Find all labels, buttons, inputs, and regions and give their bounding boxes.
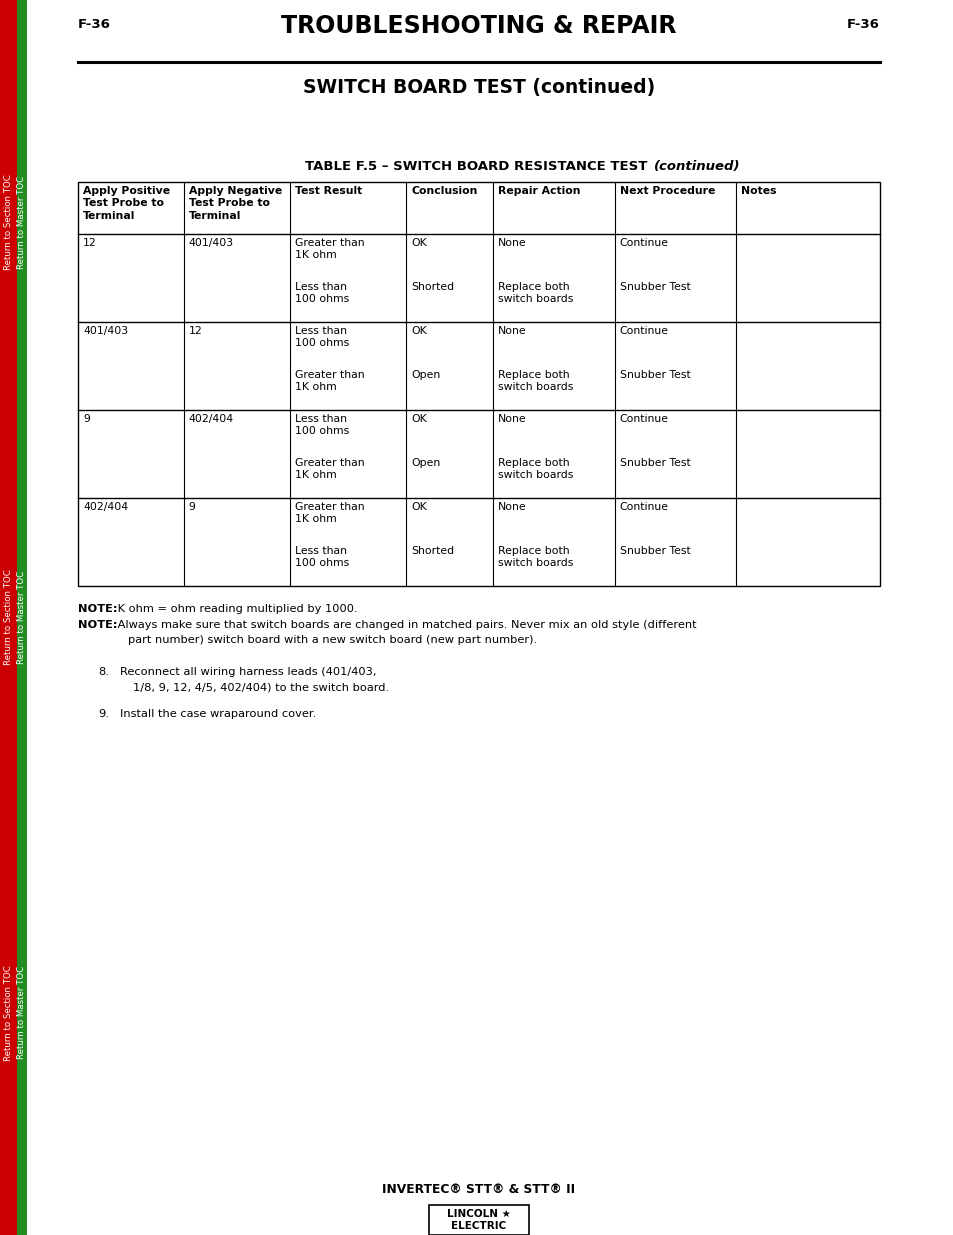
Text: Less than
100 ohms: Less than 100 ohms — [294, 414, 349, 436]
Bar — [0, 0, 17, 1235]
Text: Replace both
switch boards: Replace both switch boards — [497, 546, 573, 568]
Text: Next Procedure: Next Procedure — [618, 186, 714, 196]
Text: 402/404: 402/404 — [189, 414, 233, 424]
Bar — [78, 182, 879, 585]
Text: Greater than
1K ohm: Greater than 1K ohm — [294, 501, 364, 525]
Text: Return to Master TOC: Return to Master TOC — [17, 966, 27, 1060]
Text: NOTE:: NOTE: — [78, 620, 117, 630]
Text: Less than
100 ohms: Less than 100 ohms — [294, 546, 349, 568]
Text: Continue: Continue — [618, 414, 668, 424]
Text: Replace both
switch boards: Replace both switch boards — [497, 370, 573, 393]
Text: None: None — [497, 414, 526, 424]
Text: OK: OK — [411, 238, 426, 248]
Text: Apply Positive
Test Probe to
Terminal: Apply Positive Test Probe to Terminal — [83, 186, 170, 221]
Text: Snubber Test: Snubber Test — [618, 282, 690, 291]
Text: Reconnect all wiring harness leads (401/403,: Reconnect all wiring harness leads (401/… — [120, 667, 376, 677]
Text: 1/8, 9, 12, 4/5, 402/404) to the switch board.: 1/8, 9, 12, 4/5, 402/404) to the switch … — [132, 682, 389, 692]
Text: TABLE F.5 – SWITCH BOARD RESISTANCE TEST: TABLE F.5 – SWITCH BOARD RESISTANCE TEST — [305, 161, 652, 173]
Text: Return to Section TOC: Return to Section TOC — [4, 965, 13, 1061]
Text: Apply Negative
Test Probe to
Terminal: Apply Negative Test Probe to Terminal — [189, 186, 282, 221]
Text: Conclusion: Conclusion — [411, 186, 476, 196]
Text: Open: Open — [411, 458, 439, 468]
Text: Return to Section TOC: Return to Section TOC — [4, 569, 13, 666]
Text: 8.: 8. — [98, 667, 109, 677]
Text: 401/403: 401/403 — [83, 326, 128, 336]
Text: Return to Master TOC: Return to Master TOC — [17, 571, 27, 664]
Text: 9.: 9. — [98, 709, 109, 719]
Text: 402/404: 402/404 — [83, 501, 128, 513]
Text: (continued): (continued) — [653, 161, 740, 173]
Text: None: None — [497, 238, 526, 248]
Text: 9: 9 — [189, 501, 195, 513]
Text: part number) switch board with a new switch board (new part number).: part number) switch board with a new swi… — [128, 635, 537, 645]
Text: 12: 12 — [189, 326, 202, 336]
Text: Shorted: Shorted — [411, 546, 454, 556]
Text: Greater than
1K ohm: Greater than 1K ohm — [294, 370, 364, 393]
Text: Greater than
1K ohm: Greater than 1K ohm — [294, 238, 364, 261]
Text: F-36: F-36 — [846, 19, 879, 31]
Text: OK: OK — [411, 501, 426, 513]
Text: 401/403: 401/403 — [189, 238, 233, 248]
Text: Replace both
switch boards: Replace both switch boards — [497, 458, 573, 480]
Text: Continue: Continue — [618, 326, 668, 336]
Text: OK: OK — [411, 414, 426, 424]
Text: Return to Section TOC: Return to Section TOC — [4, 174, 13, 270]
Text: Replace both
switch boards: Replace both switch boards — [497, 282, 573, 304]
Text: Test Result: Test Result — [294, 186, 361, 196]
Text: Less than
100 ohms: Less than 100 ohms — [294, 326, 349, 348]
Text: F-36: F-36 — [78, 19, 111, 31]
Text: ELECTRIC: ELECTRIC — [451, 1221, 506, 1231]
Text: Snubber Test: Snubber Test — [618, 370, 690, 380]
Text: OK: OK — [411, 326, 426, 336]
Text: Install the case wraparound cover.: Install the case wraparound cover. — [120, 709, 315, 719]
Text: Open: Open — [411, 370, 439, 380]
Text: Shorted: Shorted — [411, 282, 454, 291]
Text: Continue: Continue — [618, 238, 668, 248]
Text: Greater than
1K ohm: Greater than 1K ohm — [294, 458, 364, 480]
Text: SWITCH BOARD TEST (continued): SWITCH BOARD TEST (continued) — [302, 78, 655, 98]
Text: Return to Master TOC: Return to Master TOC — [17, 175, 27, 269]
Text: 12: 12 — [83, 238, 96, 248]
Text: 9: 9 — [83, 414, 90, 424]
Bar — [17, 0, 27, 1235]
Text: Snubber Test: Snubber Test — [618, 546, 690, 556]
Text: K ohm = ohm reading multiplied by 1000.: K ohm = ohm reading multiplied by 1000. — [113, 604, 357, 614]
Text: Notes: Notes — [740, 186, 776, 196]
Text: Continue: Continue — [618, 501, 668, 513]
Text: Snubber Test: Snubber Test — [618, 458, 690, 468]
Text: Less than
100 ohms: Less than 100 ohms — [294, 282, 349, 304]
Text: LINCOLN ★: LINCOLN ★ — [447, 1209, 511, 1219]
Text: INVERTEC® STT® & STT® II: INVERTEC® STT® & STT® II — [382, 1183, 575, 1195]
Text: TROUBLESHOOTING & REPAIR: TROUBLESHOOTING & REPAIR — [281, 14, 676, 38]
Bar — [429, 1205, 529, 1235]
Text: Repair Action: Repair Action — [497, 186, 579, 196]
Text: NOTE:: NOTE: — [78, 604, 117, 614]
Text: None: None — [497, 326, 526, 336]
Text: None: None — [497, 501, 526, 513]
Text: Always make sure that switch boards are changed in matched pairs. Never mix an o: Always make sure that switch boards are … — [113, 620, 696, 630]
